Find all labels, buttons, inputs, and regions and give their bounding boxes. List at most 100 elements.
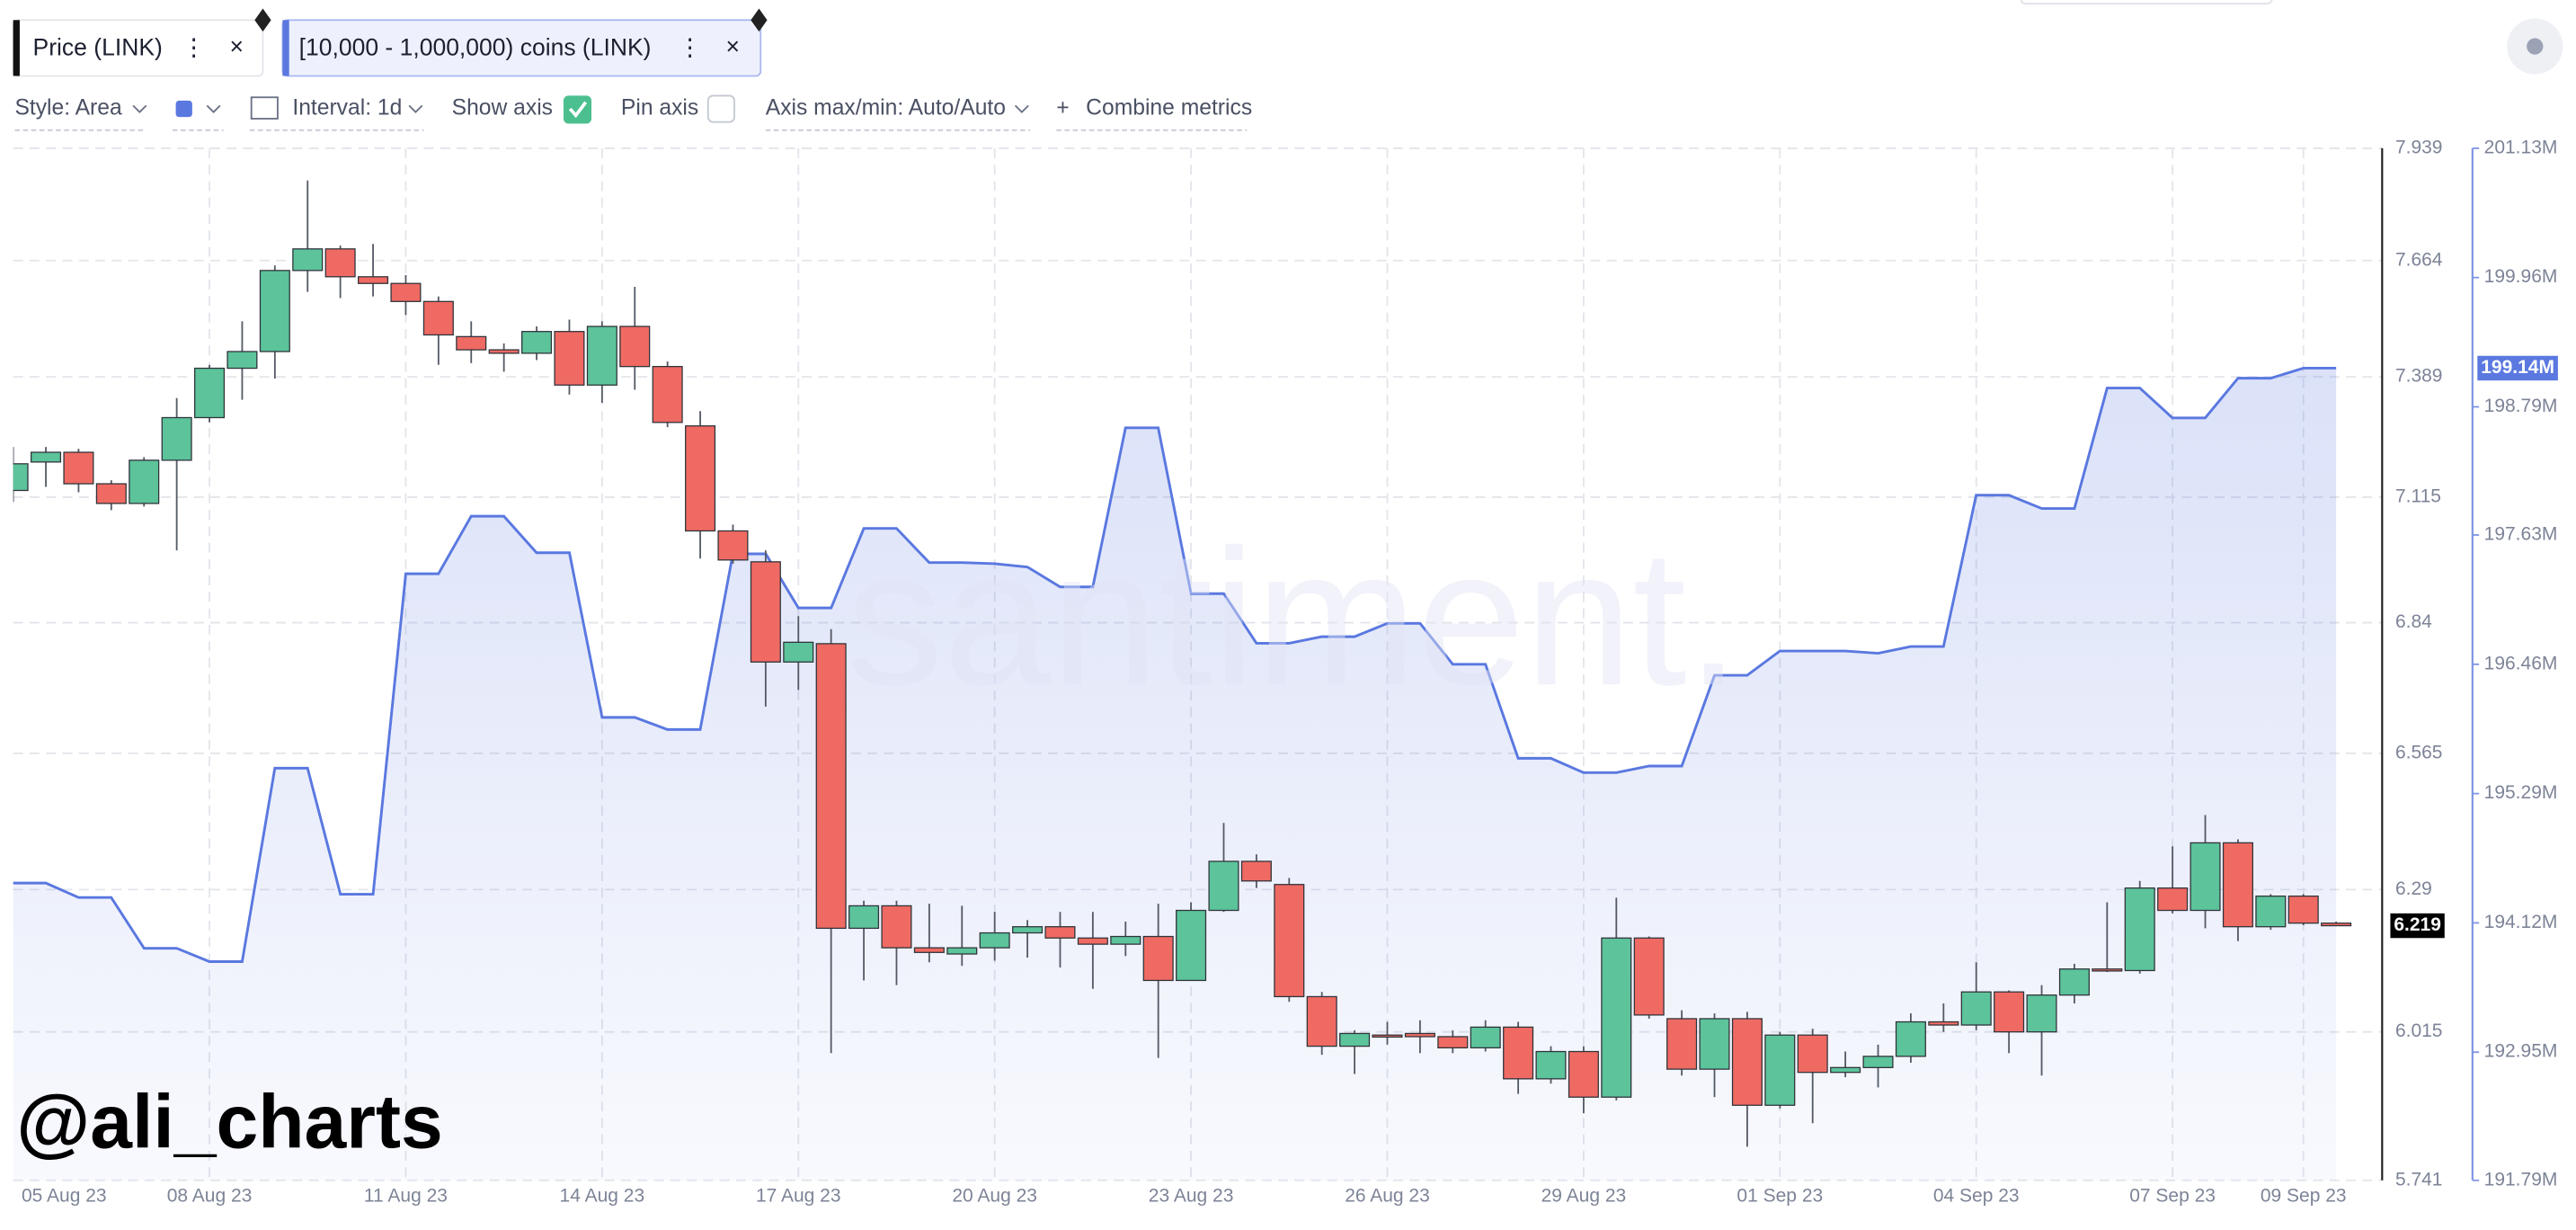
- candle-body: [1503, 1026, 1534, 1080]
- x-tick-label: 01 Sep 23: [1737, 1186, 1823, 1207]
- y2-tick-label: 201.13M: [2484, 137, 2558, 157]
- candle-body: [488, 349, 520, 354]
- interval-icon: [250, 96, 279, 120]
- y-tick-label: 6.29: [2395, 878, 2432, 899]
- x-tick-label: 05 Aug 23: [22, 1186, 107, 1207]
- x-tick-label: 08 Aug 23: [167, 1186, 253, 1207]
- candle-body: [815, 643, 847, 930]
- y2-tick-label: 199.96M: [2484, 266, 2558, 287]
- candle-body: [1666, 1018, 1698, 1070]
- candle-body: [2124, 887, 2155, 972]
- chevron: [1014, 104, 1029, 113]
- candle-body: [848, 905, 880, 930]
- pin-axis-label[interactable]: Pin axis: [621, 96, 698, 120]
- y2-tick-label: 192.95M: [2484, 1041, 2558, 1062]
- candle-body: [2222, 842, 2253, 928]
- candle-body: [946, 947, 978, 955]
- candle-body: [717, 530, 749, 561]
- y2-tick-label: 194.12M: [2484, 912, 2558, 932]
- candle-body: [358, 276, 389, 284]
- y-tick-label: 6.84: [2395, 611, 2432, 632]
- y-tick-label: 7.664: [2395, 249, 2443, 270]
- candle-body: [1077, 937, 1108, 945]
- combine-metrics[interactable]: Combine metrics: [1086, 96, 1252, 120]
- x-tick-label: 29 Aug 23: [1541, 1186, 1627, 1207]
- candle-body: [1110, 935, 1141, 945]
- candle-body: [227, 351, 258, 370]
- candle-body: [685, 425, 716, 532]
- candle-body: [1240, 860, 1272, 882]
- candle-body: [13, 463, 29, 492]
- candle-body: [1830, 1066, 1861, 1074]
- candle-body: [95, 483, 127, 504]
- toolbar: Style: Area Interval: 1d Show axis Pin a…: [14, 94, 1252, 131]
- x-tick-label: 23 Aug 23: [1149, 1186, 1234, 1207]
- interval-select[interactable]: Interval: 1d: [292, 96, 402, 120]
- watermark: santiment.: [846, 509, 1740, 726]
- x-tick-label: 07 Sep 23: [2129, 1186, 2216, 1207]
- color-select[interactable]: [175, 100, 192, 118]
- axis-range-select[interactable]: Axis max/min: Auto/Auto: [766, 96, 1006, 120]
- candle-body: [1994, 991, 2025, 1033]
- tab-color-bar: [282, 20, 289, 76]
- eth-icon: [254, 8, 271, 32]
- y2-tick-label: 198.79M: [2484, 396, 2558, 416]
- tab-color-bar: [13, 20, 20, 76]
- tab-label: Price (LINK): [33, 33, 163, 60]
- x-tick-label: 17 Aug 23: [756, 1186, 841, 1207]
- x-tick-label: 14 Aug 23: [560, 1186, 645, 1207]
- value-badge: [2477, 355, 2558, 381]
- candle-body: [1797, 1034, 1828, 1074]
- eth-icon: [751, 8, 768, 32]
- value-label: 199.14M: [2481, 357, 2554, 378]
- tab-menu[interactable]: ⋮: [678, 33, 702, 60]
- candle-body: [1862, 1056, 1894, 1068]
- tab-label: [10,000 - 1,000,000) coins (LINK): [299, 33, 652, 60]
- candle-body: [259, 270, 290, 352]
- candle-body: [390, 282, 422, 302]
- candle-body: [1176, 909, 1207, 982]
- x-tick-label: 11 Aug 23: [364, 1186, 448, 1207]
- candle-body: [652, 366, 683, 423]
- candle-body: [1928, 1021, 1959, 1026]
- candle-body: [1372, 1034, 1403, 1038]
- candle-body: [129, 459, 160, 504]
- candle-body: [2092, 968, 2123, 972]
- candle-body: [619, 325, 651, 368]
- plus-icon: +: [1056, 96, 1069, 120]
- y-tick-label: 6.565: [2395, 742, 2443, 762]
- candle-body: [1306, 995, 1337, 1047]
- y-tick-label: 7.389: [2395, 366, 2443, 387]
- candle-body: [324, 248, 356, 278]
- candle-body: [63, 451, 94, 485]
- pin-axis-checkbox[interactable]: [706, 94, 735, 123]
- metric-tab[interactable]: [10,000 - 1,000,000) coins (LINK) ⋮ ×: [281, 8, 768, 77]
- tab-close[interactable]: ×: [725, 32, 739, 59]
- tab-close[interactable]: ×: [229, 32, 243, 59]
- show-axis-label[interactable]: Show axis: [452, 96, 553, 120]
- last-price-label: 6.219: [2394, 914, 2441, 935]
- tab-menu[interactable]: ⋮: [182, 33, 205, 60]
- style-select[interactable]: Style: Area: [14, 96, 122, 120]
- chevron: [132, 104, 147, 113]
- candle-body: [2287, 896, 2319, 924]
- show-axis-checkbox[interactable]: [563, 95, 592, 124]
- candle-body: [554, 331, 585, 386]
- candle-body: [2026, 994, 2057, 1033]
- candle-body: [881, 905, 912, 949]
- candle-body: [750, 561, 781, 663]
- candle-body: [292, 248, 324, 272]
- candle-body: [2255, 896, 2287, 928]
- candle-body: [1208, 860, 1239, 912]
- metric-tab[interactable]: Price (LINK) ⋮ ×: [12, 8, 271, 77]
- candle-body: [1960, 991, 1992, 1026]
- x-tick-label: 26 Aug 23: [1345, 1186, 1430, 1207]
- chevron: [206, 104, 221, 113]
- candle-body: [1044, 926, 1076, 939]
- candle-body: [1699, 1018, 1730, 1070]
- candle-body: [1012, 926, 1044, 934]
- candle-body: [161, 416, 192, 461]
- y2-tick-label: 197.63M: [2484, 524, 2558, 545]
